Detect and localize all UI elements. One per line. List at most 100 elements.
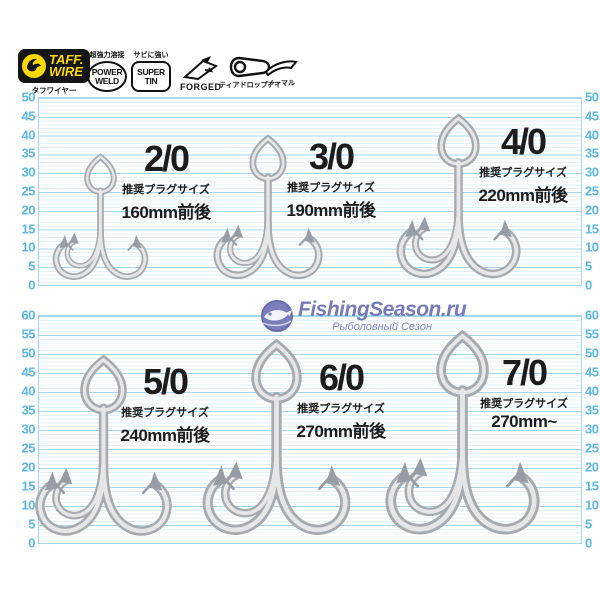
super-tin-line2: TIN [144,75,158,86]
ruler-number: 0 [28,535,35,551]
ruler-number: 25 [21,440,36,456]
fish-globe-icon [261,300,293,332]
ruler-number: 20 [21,202,36,218]
plug-size-value: 160mm前後 [121,203,211,222]
ruler-number: 25 [585,183,599,199]
hook-size: 6/0 [318,357,365,398]
ruler-number: 55 [21,326,36,342]
ruler-number: 40 [21,127,36,143]
plug-size-caption: 推奨プラグサイズ [121,407,209,419]
ruler-number: 20 [21,459,36,475]
power-weld-stamp: POWER WELD [87,61,127,92]
size-label-block: 5/0 推奨プラグサイズ 240mm前後 [107,364,223,446]
ruler-number: 30 [21,421,36,437]
ruler-number: 10 [21,497,36,513]
ruler-number: 35 [585,145,599,161]
super-tin-badge: サビに強い SUPER TIN [130,50,172,92]
hook-size: 4/0 [500,121,547,162]
ruler-number: 15 [21,221,36,237]
ruler-number: 35 [21,145,36,161]
size-label-block: 7/0 推奨プラグサイズ 270mm~ [466,355,582,432]
forged-icon [182,56,218,80]
ruler-number: 40 [585,383,599,399]
power-weld-caption: 超強力溶接 [89,52,125,59]
ruler-number: 15 [585,221,599,237]
plug-size-value: 220mm前後 [478,186,568,205]
ruler-number: 30 [585,164,599,180]
ruler-number: 30 [21,164,36,180]
super-tin-line1: SUPER [137,67,165,77]
ruler-number: 10 [585,497,599,513]
ruler-number: 5 [585,258,592,274]
ruler-number: 0 [585,535,592,551]
plug-size-caption: 推奨プラグサイズ [287,182,375,194]
ruler-number: 45 [585,108,599,124]
ruler-number: 45 [21,108,36,124]
super-tin-stamp: SUPER TIN [131,61,171,92]
size-label-block: 6/0 推奨プラグサイズ 270mm前後 [283,360,399,442]
ruler-number: 60 [585,307,599,323]
ruler-number: 50 [21,89,36,105]
ruler-number: 45 [585,364,599,380]
watermark-text: FishingSeason.ru Рыболовный Сезон [298,298,467,334]
ruler-number: 10 [585,239,599,255]
ruler-number: 35 [585,402,599,418]
ruler-number: 40 [21,383,36,399]
hook-size: 2/0 [143,138,190,179]
hook-size: 3/0 [308,136,355,177]
power-weld-line2: WELD [95,75,119,86]
power-weld-line1: POWER [91,67,123,77]
hook-size: 5/0 [142,361,189,402]
ruler-number: 10 [21,239,36,255]
ruler-panel-bottom [38,315,582,544]
forged-label: FORGED [180,82,222,92]
ruler-panel-top [38,97,582,286]
forged-badge: FORGED [180,54,222,92]
ruler-number: 40 [585,127,599,143]
teardrop-eye-label: ティアドロップアイ [219,82,282,89]
normal-point-icon [264,60,298,76]
plug-size-value: 270mm~ [491,412,557,431]
taff-wire-logo: TAFF. WIRE [18,49,90,83]
ruler-number: 35 [21,402,36,418]
size-label-block: 3/0 推奨プラグサイズ 190mm前後 [273,139,389,221]
plug-size-caption: 推奨プラグサイズ [297,403,385,415]
taff-wire-badge: TAFF. WIRE タフワイヤー [18,49,90,96]
plug-size-caption: 推奨プラグサイズ [479,167,567,179]
super-tin-caption: サビに強い [133,52,169,59]
watermark-subtitle: Рыболовный Сезон [332,321,433,333]
ruler-number: 15 [585,478,599,494]
watermark-title: FishingSeason.ru [298,298,467,321]
taff-wire-katakana: タフワイヤー [31,86,77,95]
ruler-number: 25 [21,183,36,199]
taff-wire-line2: WIRE [49,64,83,79]
ruler-number: 45 [21,364,36,380]
ruler-number: 5 [28,516,35,532]
plug-size-caption: 推奨プラグサイズ [480,398,568,410]
ruler-number: 50 [21,345,36,361]
size-label-block: 2/0 推奨プラグサイズ 160mm前後 [108,141,224,223]
size-label-block: 4/0 推奨プラグサイズ 220mm前後 [465,124,581,206]
plug-size-value: 270mm前後 [296,422,386,441]
ruler-number: 0 [585,277,592,293]
teardrop-eye-icon [229,56,271,78]
ruler-number: 25 [585,440,599,456]
ruler-number: 5 [585,516,592,532]
normal-point-badge: ノーマル [264,59,298,88]
teardrop-eye-badge: ティアドロップアイ [219,56,281,90]
ruler-number: 20 [585,202,599,218]
ruler-number: 50 [585,345,599,361]
taff-wire-line1: TAFF. [49,52,84,67]
plug-size-value: 190mm前後 [286,201,376,220]
ruler-number: 20 [585,459,599,475]
normal-point-label: ノーマル [267,80,295,87]
ruler-number: 30 [585,421,599,437]
ruler-number: 0 [28,277,35,293]
ruler-number: 5 [28,258,35,274]
ruler-number: 55 [585,326,599,342]
ruler-number: 60 [21,307,36,323]
plug-size-caption: 推奨プラグサイズ [122,184,210,196]
fishingseason-watermark: FishingSeason.ru Рыболовный Сезон [260,298,467,334]
ruler-number: 50 [585,89,599,105]
